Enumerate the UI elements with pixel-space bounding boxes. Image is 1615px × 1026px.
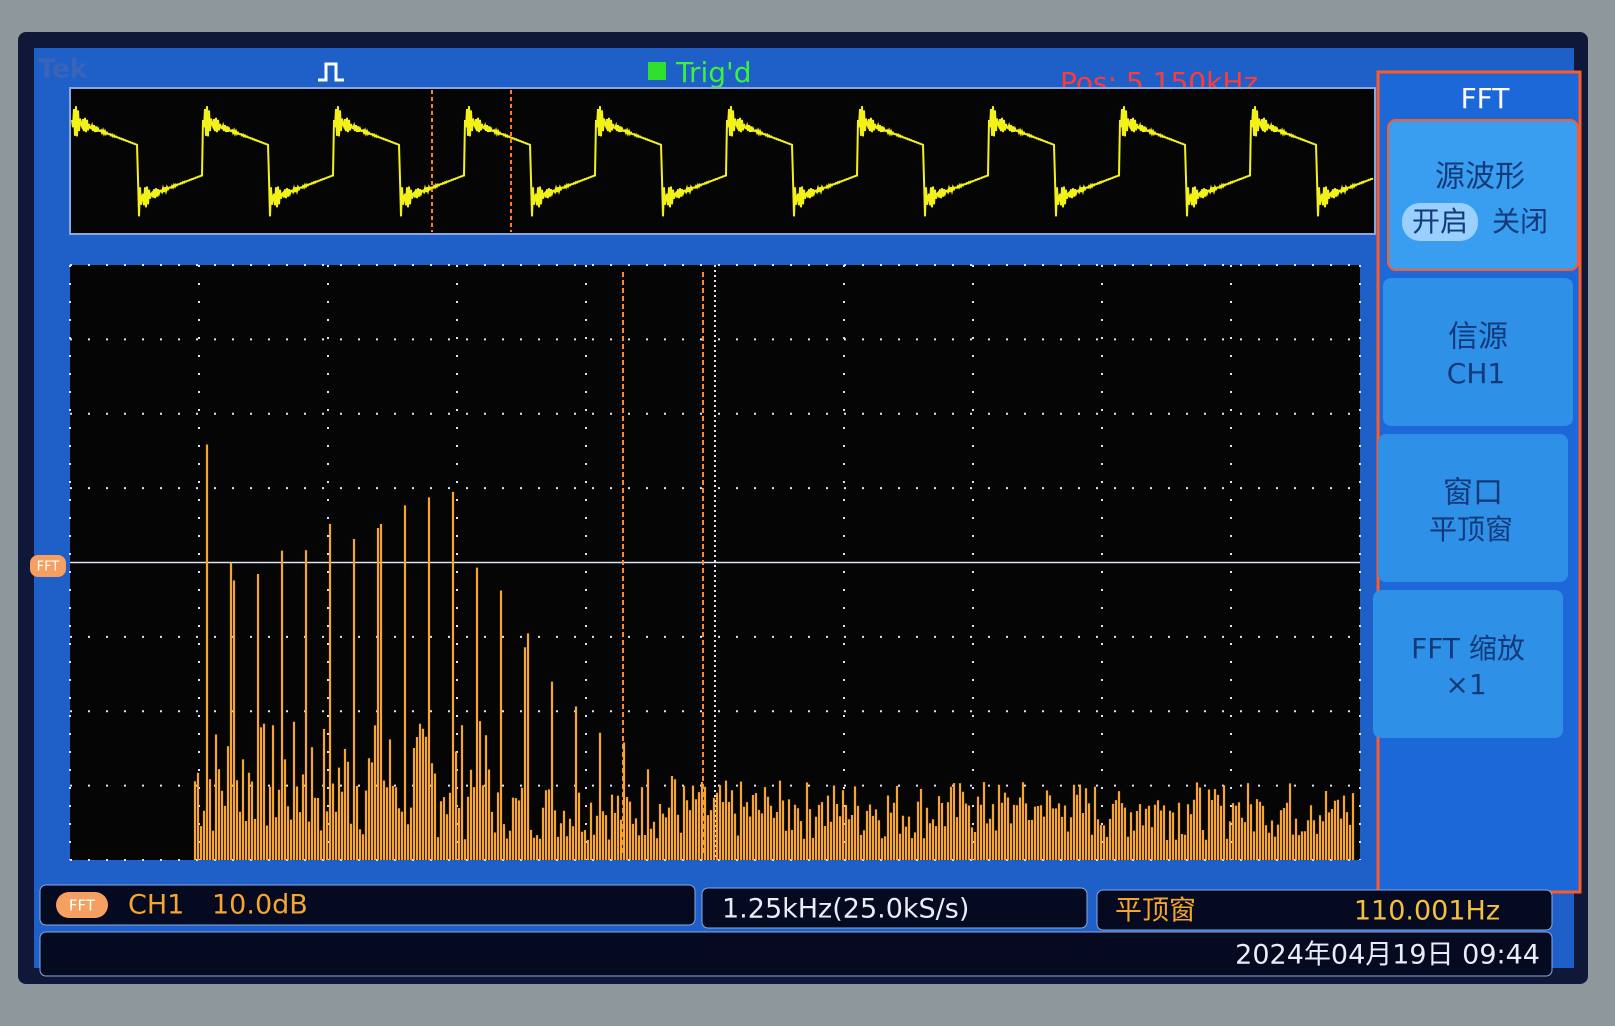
- trigger-icon: [318, 62, 344, 82]
- status-box: [39, 884, 696, 926]
- menu-value: ×1: [1445, 668, 1486, 701]
- option-selected[interactable]: [1402, 203, 1478, 241]
- status-box: [701, 887, 1088, 929]
- window: 平顶窗: [1115, 896, 1196, 927]
- datetime: 2024年04月19日 09:44: [1235, 940, 1540, 971]
- fft-marker-bg: [30, 555, 66, 577]
- trigger-status: Trig'd: [675, 56, 752, 89]
- span: 1.25kHz(25.0kS/s): [722, 894, 969, 925]
- menu-option[interactable]: 关闭: [1492, 205, 1548, 238]
- menu-label: 源波形: [1435, 160, 1525, 195]
- menu-value: 平顶窗: [1429, 513, 1513, 546]
- menu-label: 窗口: [1443, 476, 1503, 511]
- menu-value: CH1: [1447, 357, 1505, 390]
- menu-title: FFT: [1461, 82, 1511, 115]
- menu-label: FFT 缩放: [1411, 632, 1525, 665]
- channel: CH1: [128, 890, 184, 921]
- frequency: 110.001Hz: [1354, 896, 1500, 927]
- menu-button[interactable]: [1373, 590, 1563, 738]
- waveform-panel: [69, 87, 1376, 235]
- menu-button[interactable]: [1387, 119, 1579, 271]
- menu-button[interactable]: [1378, 434, 1568, 582]
- status-badge: FFT: [69, 897, 96, 915]
- status-badge-bg: [56, 892, 108, 918]
- fft-spectrum: [193, 444, 1355, 860]
- scale: 10.0dB: [212, 890, 308, 921]
- brand: Tek: [38, 55, 88, 85]
- menu-option: 开启: [1412, 205, 1468, 238]
- source-waveform: [71, 106, 1374, 217]
- menu-label: 信源: [1448, 320, 1508, 355]
- menu-button[interactable]: [1383, 278, 1573, 426]
- fft-marker: FFT: [37, 560, 60, 575]
- trigger-indicator: [648, 62, 666, 80]
- graticule: [69, 264, 1361, 861]
- status-box: [1096, 889, 1553, 931]
- info-bar: [39, 931, 1553, 977]
